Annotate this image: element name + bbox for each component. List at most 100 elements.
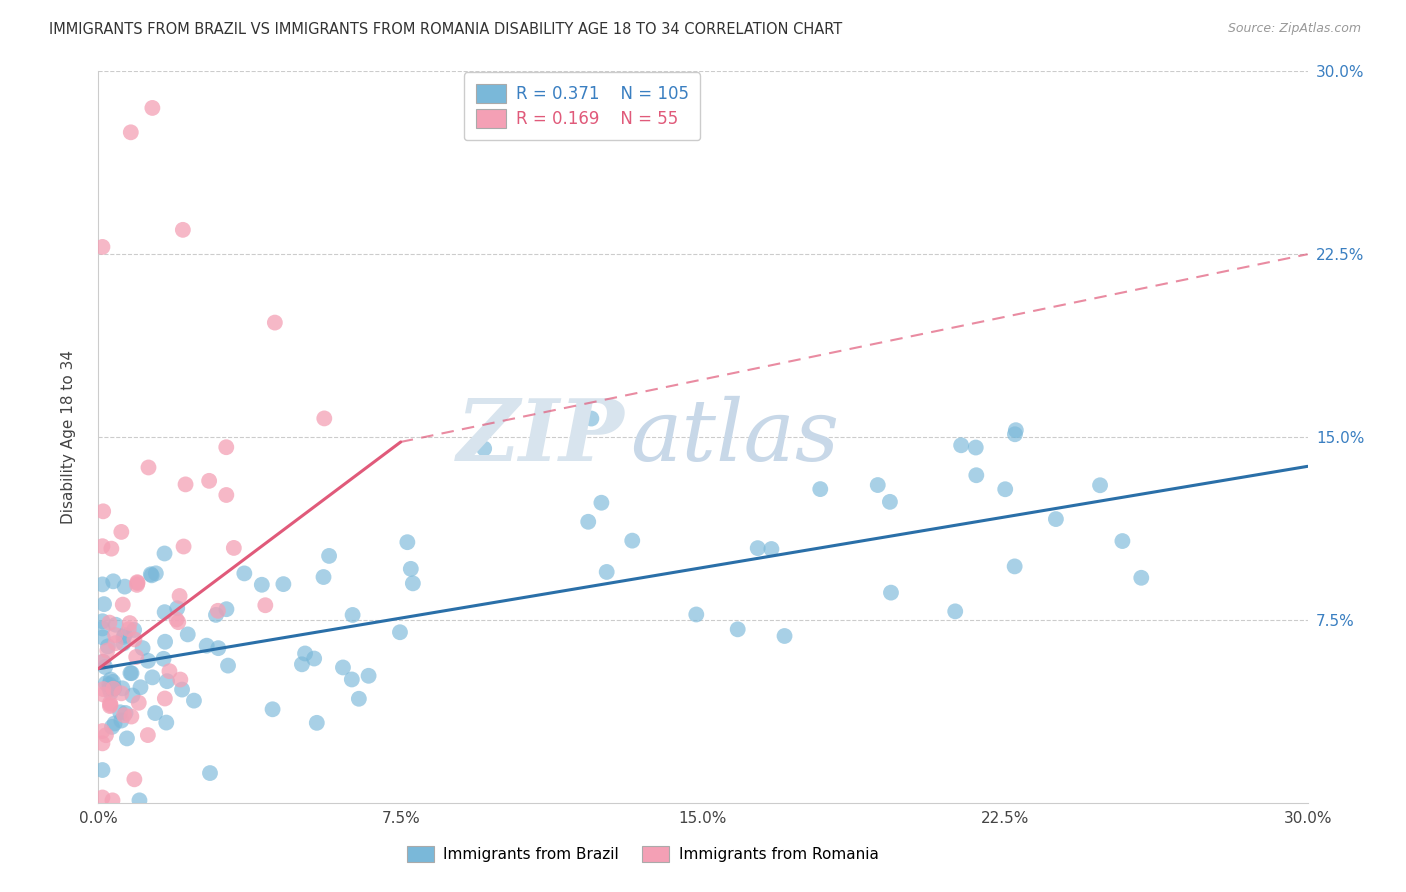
Point <box>207 641 229 656</box>
Point <box>169 589 191 603</box>
Point <box>291 657 314 672</box>
Point <box>165 612 187 626</box>
Text: Source: ZipAtlas.com: Source: ZipAtlas.com <box>1227 22 1361 36</box>
Point <box>215 488 238 502</box>
Point <box>994 482 1017 496</box>
Point <box>761 541 783 556</box>
Point <box>950 438 973 452</box>
Point <box>153 546 176 560</box>
Point <box>596 565 619 579</box>
Point <box>773 629 796 643</box>
Point <box>302 651 325 665</box>
Point <box>114 706 136 720</box>
Point <box>136 654 159 668</box>
Point <box>621 533 644 548</box>
Point <box>129 680 152 694</box>
Point <box>98 699 121 714</box>
Point <box>347 691 370 706</box>
Point <box>94 676 117 690</box>
Point <box>222 541 245 555</box>
Point <box>127 576 149 591</box>
Point <box>198 474 221 488</box>
Point <box>159 664 181 678</box>
Point <box>120 125 142 139</box>
Point <box>138 460 160 475</box>
Point <box>340 673 363 687</box>
Point <box>177 627 200 641</box>
Point <box>250 578 273 592</box>
Point <box>91 539 114 553</box>
Point <box>254 599 277 613</box>
Point <box>101 674 124 689</box>
Point <box>111 681 134 696</box>
Point <box>122 623 145 637</box>
Point <box>91 631 114 645</box>
Point <box>100 685 122 699</box>
Point <box>103 716 125 731</box>
Point <box>124 632 146 647</box>
Point <box>125 578 148 592</box>
Point <box>357 669 380 683</box>
Point <box>388 625 411 640</box>
Point <box>207 604 229 618</box>
Point <box>808 482 831 496</box>
Point <box>128 696 150 710</box>
Point <box>101 720 124 734</box>
Point <box>91 688 114 702</box>
Point <box>91 577 114 591</box>
Point <box>305 715 328 730</box>
Point <box>155 715 177 730</box>
Point <box>121 666 143 681</box>
Point <box>94 728 117 742</box>
Y-axis label: Disability Age 18 to 34: Disability Age 18 to 34 <box>62 350 76 524</box>
Point <box>152 652 174 666</box>
Point <box>96 643 118 657</box>
Point <box>215 440 238 454</box>
Point <box>91 614 114 628</box>
Point <box>183 693 205 707</box>
Point <box>136 728 159 742</box>
Point <box>101 681 124 696</box>
Point <box>143 706 166 720</box>
Point <box>156 674 179 689</box>
Point <box>91 736 114 750</box>
Point <box>145 566 167 581</box>
Point <box>94 660 117 674</box>
Point <box>100 673 122 687</box>
Point <box>98 615 121 630</box>
Point <box>215 602 238 616</box>
Point <box>747 541 769 556</box>
Point <box>100 541 122 556</box>
Point <box>93 682 115 697</box>
Point <box>114 580 136 594</box>
Point <box>1111 534 1133 549</box>
Point <box>91 790 114 805</box>
Point <box>169 673 191 687</box>
Point <box>91 763 114 777</box>
Point <box>93 597 115 611</box>
Point <box>118 622 141 636</box>
Point <box>91 240 114 254</box>
Point <box>1045 512 1067 526</box>
Point <box>173 540 195 554</box>
Point <box>125 649 148 664</box>
Point <box>112 708 135 723</box>
Point <box>166 601 188 615</box>
Point <box>879 495 901 509</box>
Point <box>880 585 903 599</box>
Point <box>97 640 120 654</box>
Point <box>104 628 127 642</box>
Point <box>332 660 354 674</box>
Point <box>943 604 966 618</box>
Point <box>112 630 135 644</box>
Point <box>110 524 132 539</box>
Point <box>1004 559 1026 574</box>
Point <box>141 568 163 582</box>
Point <box>127 575 149 590</box>
Point <box>91 655 114 669</box>
Point <box>294 647 316 661</box>
Point <box>198 766 221 780</box>
Legend: Immigrants from Brazil, Immigrants from Romania: Immigrants from Brazil, Immigrants from … <box>401 840 884 868</box>
Point <box>205 607 228 622</box>
Point <box>111 598 134 612</box>
